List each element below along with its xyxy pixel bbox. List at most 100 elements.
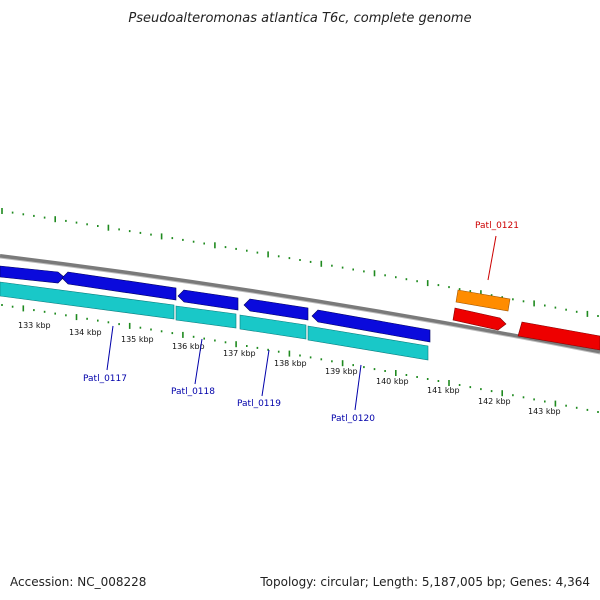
scale-dot	[384, 370, 386, 372]
cds-arrow-5[interactable]	[311, 309, 431, 343]
scale-dot	[437, 380, 440, 382]
map-title: Pseudoalteromonas atlantica T6c, complet…	[128, 11, 471, 26]
scale-dot	[299, 354, 301, 357]
scale-tick	[533, 300, 535, 307]
scale-dot	[160, 330, 163, 333]
gene-leader-line	[487, 235, 497, 281]
scale-tick	[107, 224, 110, 231]
scale-dot	[597, 411, 599, 413]
scale-dot	[309, 356, 312, 359]
red-feature-right[interactable]	[517, 321, 600, 351]
scale-tick	[214, 242, 216, 249]
genome-summary-text: Topology: circular; Length: 5,187,005 bp…	[259, 575, 590, 589]
scale-tick	[320, 260, 323, 267]
gene-label-patl-0120[interactable]: Patl_0120	[331, 414, 375, 424]
genome-backbone	[0, 254, 600, 354]
scale-dot	[139, 326, 142, 329]
reverse-track	[0, 281, 429, 361]
gene-labels: Patl_0117 Patl_0118 Patl_0119 Patl_0120 …	[83, 221, 519, 424]
scale-dot	[118, 323, 120, 326]
scale-dot	[395, 276, 397, 279]
scale-dot	[373, 368, 376, 371]
scale-dot	[565, 308, 567, 311]
orange-feature[interactable]	[455, 289, 511, 312]
scale-tick	[1, 208, 3, 214]
gene-leader-line	[354, 364, 362, 411]
track-segment-2[interactable]	[175, 305, 237, 329]
gene-label-patl-0117[interactable]: Patl_0117	[83, 374, 127, 384]
scale-dot	[150, 233, 152, 236]
scale-dot	[139, 231, 142, 234]
scale-dot	[203, 242, 205, 245]
cds-arrow-4[interactable]	[243, 298, 309, 321]
tick-label: 136 kbp	[172, 342, 205, 351]
scale-dot	[352, 364, 354, 367]
scale-dot	[299, 259, 301, 261]
scale-tick	[22, 305, 25, 312]
scale-dot	[331, 264, 333, 267]
accession-text: Accession: NC_008228	[10, 575, 146, 589]
scale-dot	[575, 310, 578, 313]
gene-label-patl-0119[interactable]: Patl_0119	[237, 399, 281, 409]
scale-dot	[11, 305, 14, 308]
scale-dot	[554, 306, 557, 309]
scale-dot	[405, 374, 408, 376]
red-arrow-feature[interactable]	[452, 307, 507, 331]
scale-tick	[395, 370, 397, 376]
scale-dot	[341, 266, 344, 269]
gene-label-patl-0121[interactable]: Patl_0121	[475, 221, 519, 231]
scale-dot	[331, 360, 333, 363]
track-segment-3[interactable]	[239, 314, 307, 340]
scale-dot	[214, 339, 216, 342]
scale-dot	[363, 270, 365, 273]
scale-dot	[256, 346, 259, 349]
scale-dot	[171, 332, 174, 335]
cds-arrow-1[interactable]	[0, 265, 65, 284]
scale-dot	[192, 335, 195, 338]
scale-tick	[480, 290, 482, 297]
scale-dot	[128, 230, 131, 233]
scale-dot	[86, 317, 88, 320]
scale-dot	[437, 284, 440, 287]
gene-leader-line	[261, 349, 270, 397]
scale-dot	[544, 400, 546, 403]
scale-dot	[43, 310, 46, 313]
track-segment-1[interactable]	[0, 281, 175, 320]
scale-dot	[522, 300, 525, 303]
scale-dot	[544, 304, 546, 307]
track-segment-4[interactable]	[307, 325, 429, 361]
scale-tick	[554, 400, 557, 407]
scale-tick	[182, 331, 184, 338]
scale-dot	[150, 328, 152, 331]
scale-dot	[33, 214, 35, 217]
scale-dot	[224, 246, 227, 249]
scale-dot	[1, 304, 3, 306]
gene-leader-line	[106, 325, 114, 371]
scale-dot	[501, 296, 503, 299]
scale-dot	[597, 315, 599, 317]
gene-label-patl-0118[interactable]: Patl_0118	[171, 387, 215, 397]
scale-dot	[352, 268, 354, 271]
scale-dot	[458, 288, 461, 291]
scale-dot	[363, 366, 365, 369]
scale-dot	[565, 404, 567, 407]
scale-dot	[448, 286, 450, 289]
scale-dot	[426, 378, 429, 380]
scale-tick	[54, 216, 56, 223]
scale-dot	[267, 348, 269, 351]
cds-arrow-3[interactable]	[177, 289, 239, 311]
scale-tick	[373, 270, 376, 277]
scale-dot	[522, 396, 525, 399]
cds-arrow-2[interactable]	[61, 271, 177, 301]
scale-dot	[246, 249, 248, 252]
scale-tick	[426, 280, 429, 287]
scale-dot	[235, 247, 237, 250]
scale-dot	[43, 216, 46, 219]
tick-label: 138 kbp	[274, 359, 307, 368]
scale-tick	[288, 350, 291, 357]
scale-dot	[118, 228, 120, 231]
tick-label: 140 kbp	[376, 377, 409, 386]
scale-dot	[458, 384, 461, 386]
scale-dot	[86, 223, 88, 226]
scale-dot	[107, 321, 110, 324]
